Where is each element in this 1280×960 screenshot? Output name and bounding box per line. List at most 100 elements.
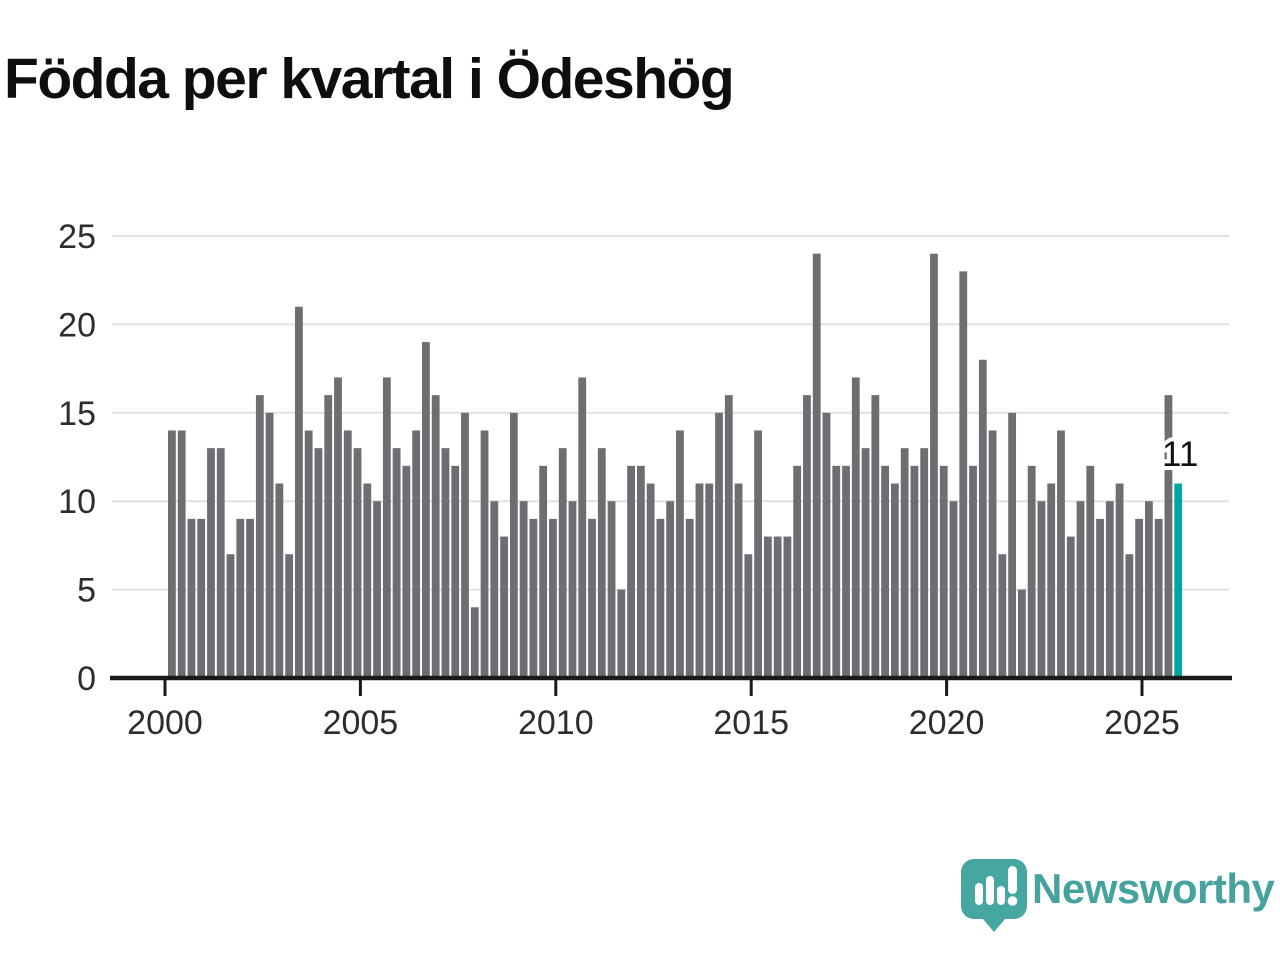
bar [607, 501, 616, 678]
bar [1017, 589, 1026, 678]
newsworthy-wordmark: Newsworthy [1032, 865, 1275, 912]
logo-bar-1 [975, 883, 983, 905]
bar [705, 483, 714, 678]
bar [754, 430, 762, 678]
y-axis-label: 5 [77, 572, 96, 610]
bar [500, 536, 508, 678]
bar [998, 554, 1007, 678]
bar [1057, 430, 1065, 678]
x-axis-label: 2020 [909, 704, 985, 742]
bar [373, 501, 381, 678]
bar [920, 448, 929, 678]
bar [324, 395, 333, 678]
bar [1027, 465, 1036, 678]
bar [539, 465, 548, 678]
bar [656, 518, 665, 678]
bar [216, 448, 225, 678]
bar [890, 483, 899, 678]
bar [636, 465, 645, 678]
bar [803, 395, 811, 678]
bar [461, 412, 469, 678]
bar [871, 395, 880, 678]
bar [1105, 501, 1114, 678]
bar [197, 518, 206, 678]
highlight-bar [1174, 483, 1183, 678]
bar [627, 465, 635, 678]
x-axis-label: 2005 [323, 704, 399, 742]
bar [1096, 518, 1104, 678]
bar [842, 465, 850, 678]
bar [773, 536, 782, 678]
bar [812, 253, 821, 678]
bar [959, 271, 968, 678]
bar [822, 412, 831, 678]
bar [939, 465, 948, 678]
bar [1086, 465, 1095, 678]
x-axis-label: 2025 [1104, 704, 1180, 742]
chart-title: Födda per kvartal i Ödeshög [4, 47, 735, 111]
bar [343, 430, 352, 678]
bar [549, 518, 557, 678]
bar [255, 395, 264, 678]
bar [851, 377, 860, 678]
bar [832, 465, 841, 678]
bar [949, 501, 958, 678]
bar [763, 536, 772, 678]
bar [490, 501, 499, 678]
logo-bar-3 [997, 886, 1005, 905]
bar [295, 306, 303, 678]
bar [168, 430, 176, 678]
bar [529, 518, 538, 678]
logo-bar-2 [986, 876, 994, 905]
bar [1047, 483, 1056, 678]
bar [412, 430, 421, 678]
bar [969, 465, 977, 678]
y-axis-label: 15 [58, 395, 96, 433]
bar [422, 342, 430, 678]
y-axis-label: 20 [58, 306, 96, 344]
bar [187, 518, 196, 678]
bar [1135, 518, 1144, 678]
bar [724, 395, 733, 678]
bar [588, 518, 596, 678]
bar [1154, 518, 1163, 678]
bar [304, 430, 313, 678]
bar [646, 483, 655, 678]
bar [1037, 501, 1046, 678]
bar [402, 465, 411, 678]
bar [597, 448, 606, 678]
bar [1115, 483, 1124, 678]
x-axis-label: 2000 [127, 704, 203, 742]
bar [334, 377, 342, 678]
bar [363, 483, 372, 678]
bar [236, 518, 245, 678]
bar [715, 412, 723, 678]
x-axis-label: 2010 [518, 704, 594, 742]
bar [1076, 501, 1085, 678]
bar [177, 430, 186, 678]
bar [695, 483, 704, 678]
bar [676, 430, 684, 678]
bar [265, 412, 274, 678]
newsworthy-logo-icon [961, 859, 1027, 932]
bar [392, 448, 401, 678]
bar [930, 253, 938, 678]
y-axis-label: 0 [77, 660, 96, 698]
newsworthy-logo: Newsworthy [958, 852, 1278, 934]
bar [226, 554, 235, 678]
bar [910, 465, 919, 678]
x-axis-label: 2015 [713, 704, 789, 742]
bar [793, 465, 802, 678]
bar [1066, 536, 1075, 678]
bar [1125, 554, 1134, 678]
bar [881, 465, 890, 678]
bar [617, 589, 626, 678]
bar [314, 448, 323, 678]
logo-exclamation-dot [1007, 896, 1018, 906]
bar [988, 430, 997, 678]
bar [578, 377, 587, 678]
bar [666, 501, 675, 678]
bar [207, 448, 215, 678]
